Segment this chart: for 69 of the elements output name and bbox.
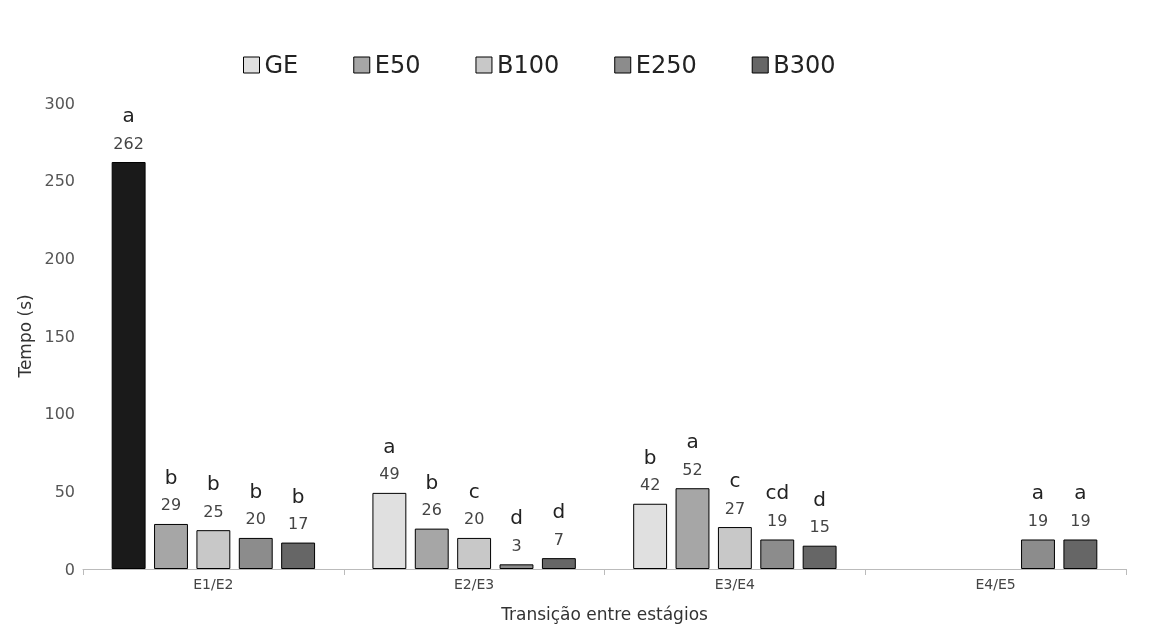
- annotation: a: [686, 429, 699, 454]
- annotation: b: [291, 483, 305, 508]
- bar: [281, 542, 316, 569]
- bar: [154, 523, 188, 569]
- annotation: d: [813, 486, 826, 511]
- bar: [238, 537, 273, 569]
- y-tick-label: 150: [44, 326, 75, 346]
- data-label: 20: [245, 509, 266, 529]
- data-label: 29: [160, 495, 182, 515]
- data-label: 262: [113, 133, 144, 153]
- bar: [1063, 539, 1098, 569]
- legend-label: B300: [773, 51, 836, 79]
- data-label: 52: [682, 459, 703, 479]
- bar: [196, 530, 231, 569]
- legend-label: E250: [635, 51, 697, 79]
- data-label: 7: [553, 529, 564, 549]
- annotation: c: [468, 478, 480, 503]
- data-label: 25: [203, 501, 224, 521]
- y-axis-title: Tempo (s): [15, 294, 36, 379]
- annotation: a: [122, 103, 135, 128]
- annotation: b: [643, 444, 657, 469]
- data-label: 19: [1027, 510, 1049, 530]
- legend-label: B100: [496, 51, 560, 79]
- x-tick-label: E4/E5: [975, 576, 1016, 592]
- x-axis-title: Transição entre estágios: [500, 603, 709, 624]
- bar: [414, 528, 449, 569]
- bar: [760, 539, 795, 569]
- x-tick-label: E2/E3: [454, 576, 495, 592]
- annotation: b: [164, 464, 178, 489]
- bar: [675, 488, 710, 569]
- data-label: 19: [1070, 510, 1091, 530]
- data-label: 19: [767, 510, 788, 530]
- y-tick-label: 200: [44, 248, 75, 268]
- legend-label: GE: [264, 51, 299, 79]
- annotation: a: [383, 433, 396, 458]
- annotation: b: [425, 469, 439, 494]
- data-label: 17: [287, 514, 309, 534]
- bar: [541, 558, 576, 569]
- data-label: 15: [809, 517, 830, 537]
- annotation: cd: [765, 480, 790, 505]
- y-tick-label: 300: [44, 93, 75, 113]
- legend-label: E50: [374, 51, 421, 79]
- data-label: 49: [379, 464, 400, 484]
- bar: [633, 503, 668, 569]
- annotation: a: [1074, 480, 1087, 505]
- annotation: d: [510, 505, 523, 530]
- bar: [457, 537, 492, 569]
- annotation: d: [552, 499, 566, 524]
- bar: [499, 564, 534, 569]
- x-tick-label: E3/E4: [714, 576, 756, 592]
- bar: [1021, 539, 1055, 569]
- bar: [372, 492, 407, 569]
- data-label: 20: [463, 509, 485, 529]
- annotation: b: [249, 478, 263, 503]
- x-tick-label: E1/E2: [193, 576, 234, 592]
- bar: [111, 162, 146, 569]
- data-label: 26: [421, 500, 442, 520]
- annotation: a: [1031, 480, 1045, 505]
- y-tick-label: 0: [64, 559, 75, 579]
- y-tick-label: 250: [44, 171, 75, 191]
- annotation: c: [729, 468, 741, 493]
- bar: [802, 545, 837, 569]
- annotation: b: [207, 471, 220, 496]
- bar: [717, 527, 752, 569]
- data-label: 3: [511, 535, 522, 555]
- data-label: 42: [639, 475, 661, 495]
- y-tick-label: 100: [44, 404, 75, 424]
- data-label: 27: [724, 498, 746, 518]
- y-tick-label: 50: [54, 481, 75, 501]
